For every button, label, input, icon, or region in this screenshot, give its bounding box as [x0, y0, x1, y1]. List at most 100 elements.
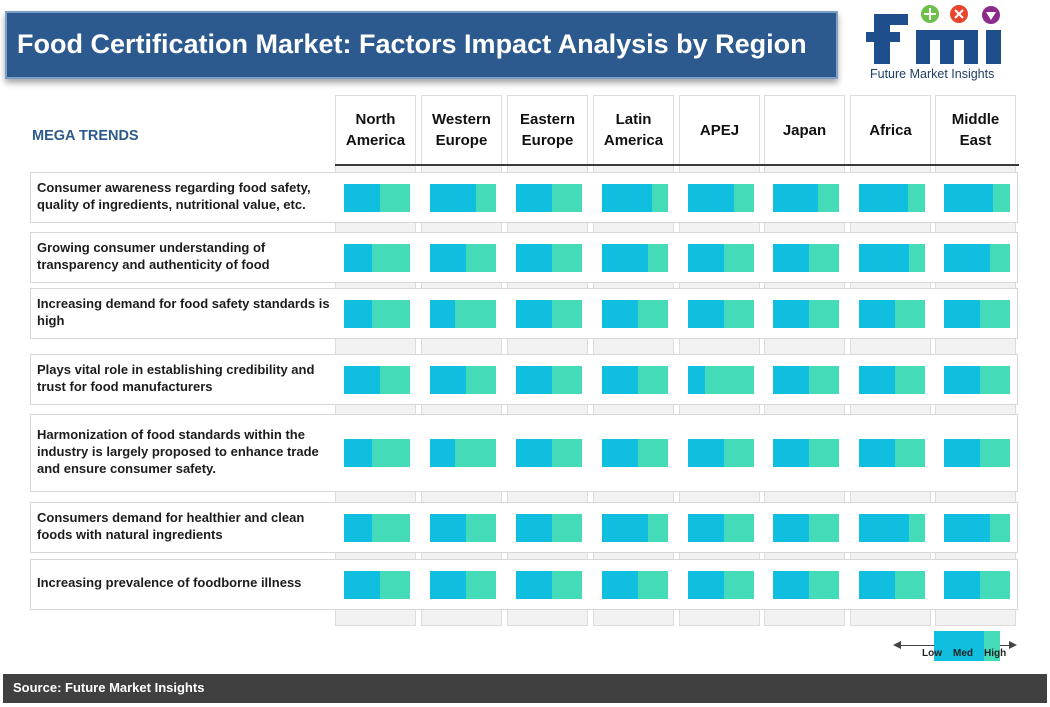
arrow-left-icon: [893, 641, 901, 649]
impact-bar-medium-fill: [516, 514, 552, 542]
impact-bar-medium-fill: [344, 300, 372, 328]
impact-bar-apej: [688, 244, 754, 272]
impact-bar-north-america: [344, 300, 410, 328]
impact-bar-north-america: [344, 184, 410, 212]
impact-bar-medium-fill: [430, 184, 476, 212]
legend-high-label: High: [984, 648, 1007, 659]
impact-bar-medium-fill: [688, 366, 705, 394]
impact-bar-western-europe: [430, 300, 496, 328]
trend-row: [30, 232, 1018, 283]
impact-bar-medium-fill: [859, 514, 909, 542]
trend-label: Growing consumer understanding of transpa…: [37, 240, 270, 272]
impact-bar-medium-fill: [859, 244, 909, 272]
impact-bar-medium-fill: [859, 439, 895, 467]
impact-bar-medium-fill: [773, 514, 809, 542]
impact-bar-africa: [859, 571, 925, 599]
impact-bar-medium-fill: [688, 514, 724, 542]
impact-bar-japan: [773, 300, 839, 328]
impact-bar-apej: [688, 571, 754, 599]
impact-bar-western-europe: [430, 439, 496, 467]
impact-bar-medium-fill: [944, 184, 993, 212]
impact-bar-medium-fill: [773, 366, 809, 394]
impact-bar-medium-fill: [944, 514, 990, 542]
legend: Low Med High: [893, 631, 1017, 661]
impact-bar-latin-america: [602, 184, 668, 212]
impact-bar-eastern-europe: [516, 366, 582, 394]
impact-bar-japan: [773, 184, 839, 212]
impact-bar-medium-fill: [773, 244, 809, 272]
region-header-eastern-europe: Eastern Europe: [507, 95, 588, 164]
impact-bar-medium-fill: [688, 571, 724, 599]
impact-bar-medium-fill: [344, 244, 372, 272]
region-header-latin-america: Latin America: [593, 95, 674, 164]
impact-bar-medium-fill: [688, 244, 724, 272]
impact-bar-medium-fill: [430, 439, 455, 467]
impact-bar-medium-fill: [430, 300, 455, 328]
impact-bar-medium-fill: [516, 439, 552, 467]
impact-bar-medium-fill: [516, 184, 552, 212]
impact-bar-medium-fill: [344, 184, 380, 212]
impact-bar-medium-fill: [688, 184, 734, 212]
impact-bar-japan: [773, 366, 839, 394]
impact-bar-japan: [773, 571, 839, 599]
chart-title: Food Certification Market: Factors Impac…: [17, 29, 807, 59]
impact-bar-middle-east: [944, 571, 1010, 599]
legend-med-label: Med: [953, 648, 973, 659]
region-header-north-america: North America: [335, 95, 416, 164]
impact-bar-eastern-europe: [516, 184, 582, 212]
region-header-japan: Japan: [764, 95, 845, 164]
impact-bar-medium-fill: [859, 184, 908, 212]
trend-label: Consumer awareness regarding food safety…: [37, 180, 311, 212]
legend-med-swatch: [934, 631, 984, 661]
impact-bar-medium-fill: [859, 571, 895, 599]
impact-bar-latin-america: [602, 439, 668, 467]
impact-bar-medium-fill: [859, 300, 895, 328]
impact-bar-medium-fill: [602, 439, 638, 467]
impact-bar-apej: [688, 300, 754, 328]
impact-bar-medium-fill: [859, 366, 895, 394]
source-text: Source: Future Market Insights: [13, 680, 205, 695]
logo-tagline: Future Market Insights: [870, 67, 995, 81]
impact-bar-medium-fill: [773, 439, 809, 467]
impact-bar-north-america: [344, 366, 410, 394]
region-header-western-europe: Western Europe: [421, 95, 502, 164]
impact-bar-medium-fill: [602, 571, 638, 599]
legend-high-swatch: [984, 631, 1000, 661]
impact-bar-medium-fill: [688, 300, 724, 328]
arrow-right-icon: [1009, 641, 1017, 649]
impact-bar-north-america: [344, 514, 410, 542]
impact-bar-western-europe: [430, 244, 496, 272]
impact-bar-medium-fill: [944, 244, 990, 272]
impact-bar-medium-fill: [516, 300, 552, 328]
impact-bar-apej: [688, 184, 754, 212]
fmi-logo: Future Market Insights: [866, 2, 1016, 88]
impact-bar-apej: [688, 366, 754, 394]
impact-bar-medium-fill: [516, 244, 552, 272]
trend-label: Plays vital role in establishing credibi…: [37, 362, 315, 394]
impact-bar-middle-east: [944, 366, 1010, 394]
impact-bar-medium-fill: [944, 571, 980, 599]
impact-bar-north-america: [344, 571, 410, 599]
impact-bar-eastern-europe: [516, 244, 582, 272]
impact-bar-medium-fill: [602, 366, 638, 394]
impact-bar-western-europe: [430, 184, 496, 212]
impact-bar-medium-fill: [344, 439, 372, 467]
impact-bar-eastern-europe: [516, 514, 582, 542]
impact-bar-medium-fill: [688, 439, 724, 467]
impact-bar-medium-fill: [516, 571, 552, 599]
impact-bar-latin-america: [602, 514, 668, 542]
impact-bar-eastern-europe: [516, 571, 582, 599]
impact-bar-medium-fill: [430, 514, 466, 542]
impact-bar-apej: [688, 439, 754, 467]
title-banner: Food Certification Market: Factors Impac…: [5, 11, 838, 79]
region-header-africa: Africa: [850, 95, 931, 164]
impact-bar-middle-east: [944, 300, 1010, 328]
impact-bar-africa: [859, 366, 925, 394]
impact-bar-africa: [859, 439, 925, 467]
impact-bar-africa: [859, 244, 925, 272]
impact-bar-latin-america: [602, 571, 668, 599]
impact-bar-middle-east: [944, 439, 1010, 467]
impact-bar-medium-fill: [430, 366, 466, 394]
source-footer: Source: Future Market Insights: [3, 674, 1047, 703]
